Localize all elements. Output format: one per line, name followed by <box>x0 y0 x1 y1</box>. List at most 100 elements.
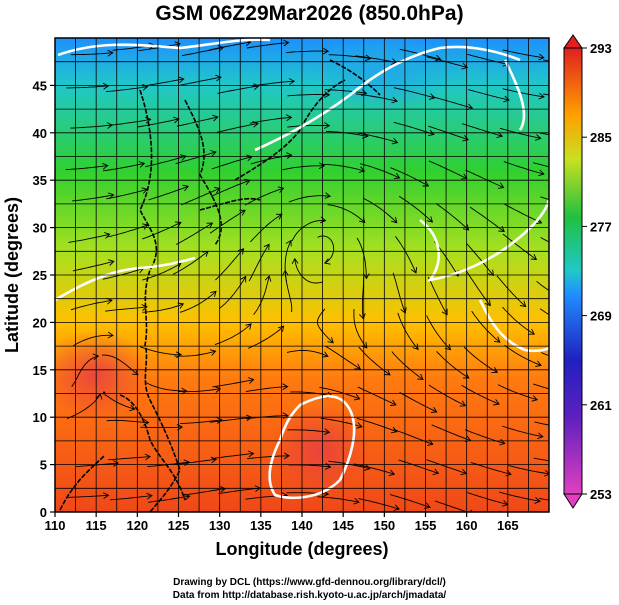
streamline-arrowhead <box>462 224 470 231</box>
streamline <box>66 85 109 89</box>
credits-line-2: Data from http://database.rish.kyoto-u.a… <box>172 590 447 601</box>
streamline-arrowhead <box>323 122 331 129</box>
streamline-arrowhead <box>538 92 545 100</box>
streamline-arrowhead <box>286 152 293 160</box>
streamline-arrowhead <box>281 269 289 276</box>
streamline-arrowhead <box>493 336 501 343</box>
streamline-arrowhead <box>459 400 467 407</box>
streamline-arrowhead <box>214 386 222 393</box>
streamline-arrowhead <box>323 258 331 265</box>
streamline-arrowhead <box>283 39 290 47</box>
streamline <box>175 151 217 165</box>
streamline-arrowhead <box>432 468 440 476</box>
streamline <box>533 162 549 168</box>
streamline-arrowhead <box>528 328 536 335</box>
streamline <box>105 86 148 93</box>
streamline <box>217 85 259 94</box>
streamline-arrowhead <box>112 460 119 467</box>
streamline <box>209 416 252 423</box>
streamline-arrowhead <box>410 267 418 274</box>
streamline-arrowhead <box>102 492 110 499</box>
streamline <box>284 270 293 313</box>
streamline <box>178 388 221 393</box>
streamline <box>286 350 329 357</box>
colorbar: 253 261 269 277 285 293 <box>563 34 612 509</box>
streamline <box>105 306 148 312</box>
streamline-arrowhead <box>364 54 372 62</box>
streamline-arrowhead <box>537 432 544 440</box>
streamline <box>465 429 505 444</box>
streamline-arrowhead <box>544 469 549 477</box>
streamline-arrowhead <box>144 453 151 461</box>
streamline <box>286 50 329 53</box>
y-axis-title: Latitude (degrees) <box>2 197 22 353</box>
streamline-arrowhead <box>282 383 289 391</box>
streamline-arrowhead <box>434 54 442 62</box>
streamline-arrowhead <box>361 342 368 349</box>
streamline <box>181 187 221 206</box>
streamline-arrowhead <box>212 114 219 122</box>
streamline-arrowhead <box>484 299 491 307</box>
streamline <box>216 123 259 133</box>
streamline-arrowhead <box>428 129 435 137</box>
streamline <box>538 497 549 501</box>
streamline-arrowhead <box>129 404 136 412</box>
streamline-arrowhead <box>461 62 469 70</box>
streamline <box>145 382 187 392</box>
streamline <box>533 383 549 390</box>
streamline-arrowhead <box>210 290 217 298</box>
x-tick-label: 165 <box>497 518 519 533</box>
streamline <box>395 236 417 274</box>
streamline-arrowhead <box>390 399 397 406</box>
streamline-arrowhead <box>210 150 217 157</box>
streamline <box>214 323 252 346</box>
streamline <box>288 195 331 203</box>
streamline <box>467 53 509 65</box>
streamline <box>431 96 473 109</box>
streamline <box>106 419 149 424</box>
streamline <box>148 185 189 201</box>
streamline-arrowhead <box>141 304 148 311</box>
streamline-arrowhead <box>181 387 188 395</box>
streamline-arrowhead <box>353 393 361 401</box>
streamline-arrowhead <box>107 192 115 200</box>
streamline <box>106 188 148 200</box>
streamline-arrowhead <box>318 162 326 170</box>
colorbar-tick-label: 293 <box>590 41 612 56</box>
streamline-arrowhead <box>283 452 290 460</box>
streamline-arrowhead <box>324 192 331 199</box>
streamline-arrowhead <box>327 337 334 344</box>
streamline-arrowhead <box>503 95 510 103</box>
streamline <box>390 167 429 187</box>
streamline <box>102 267 144 280</box>
streamline-arrowhead <box>356 422 363 429</box>
streamline-arrowhead <box>493 399 500 406</box>
streamline-arrowhead <box>210 456 218 464</box>
streamline <box>353 463 395 475</box>
x-tick-label: 160 <box>456 518 478 533</box>
x-tick-label: 125 <box>168 518 190 533</box>
streamline-arrowhead <box>107 49 114 57</box>
streamline <box>174 458 217 465</box>
streamline <box>353 308 368 349</box>
y-tick-label: 5 <box>40 458 47 473</box>
streamline-arrowhead <box>108 259 115 266</box>
streamline <box>463 346 498 373</box>
streamline <box>533 457 549 462</box>
x-tick-label: 120 <box>126 518 148 533</box>
streamline-arrowhead <box>354 363 362 370</box>
streamline <box>471 310 501 343</box>
streamline-arrowhead <box>496 131 504 139</box>
streamline-arrowhead <box>391 137 399 145</box>
streamline-arrowhead <box>175 351 183 359</box>
streamline <box>108 456 151 461</box>
streamline <box>250 213 283 243</box>
streamline-arrowhead <box>426 216 434 223</box>
streamline-arrowhead <box>277 186 285 193</box>
streamline <box>176 116 218 127</box>
streamline <box>72 334 114 347</box>
streamline-arrowhead <box>359 313 366 320</box>
streamline-arrowhead <box>174 41 181 48</box>
y-tick-label: 20 <box>33 315 47 330</box>
streamline <box>358 498 400 510</box>
